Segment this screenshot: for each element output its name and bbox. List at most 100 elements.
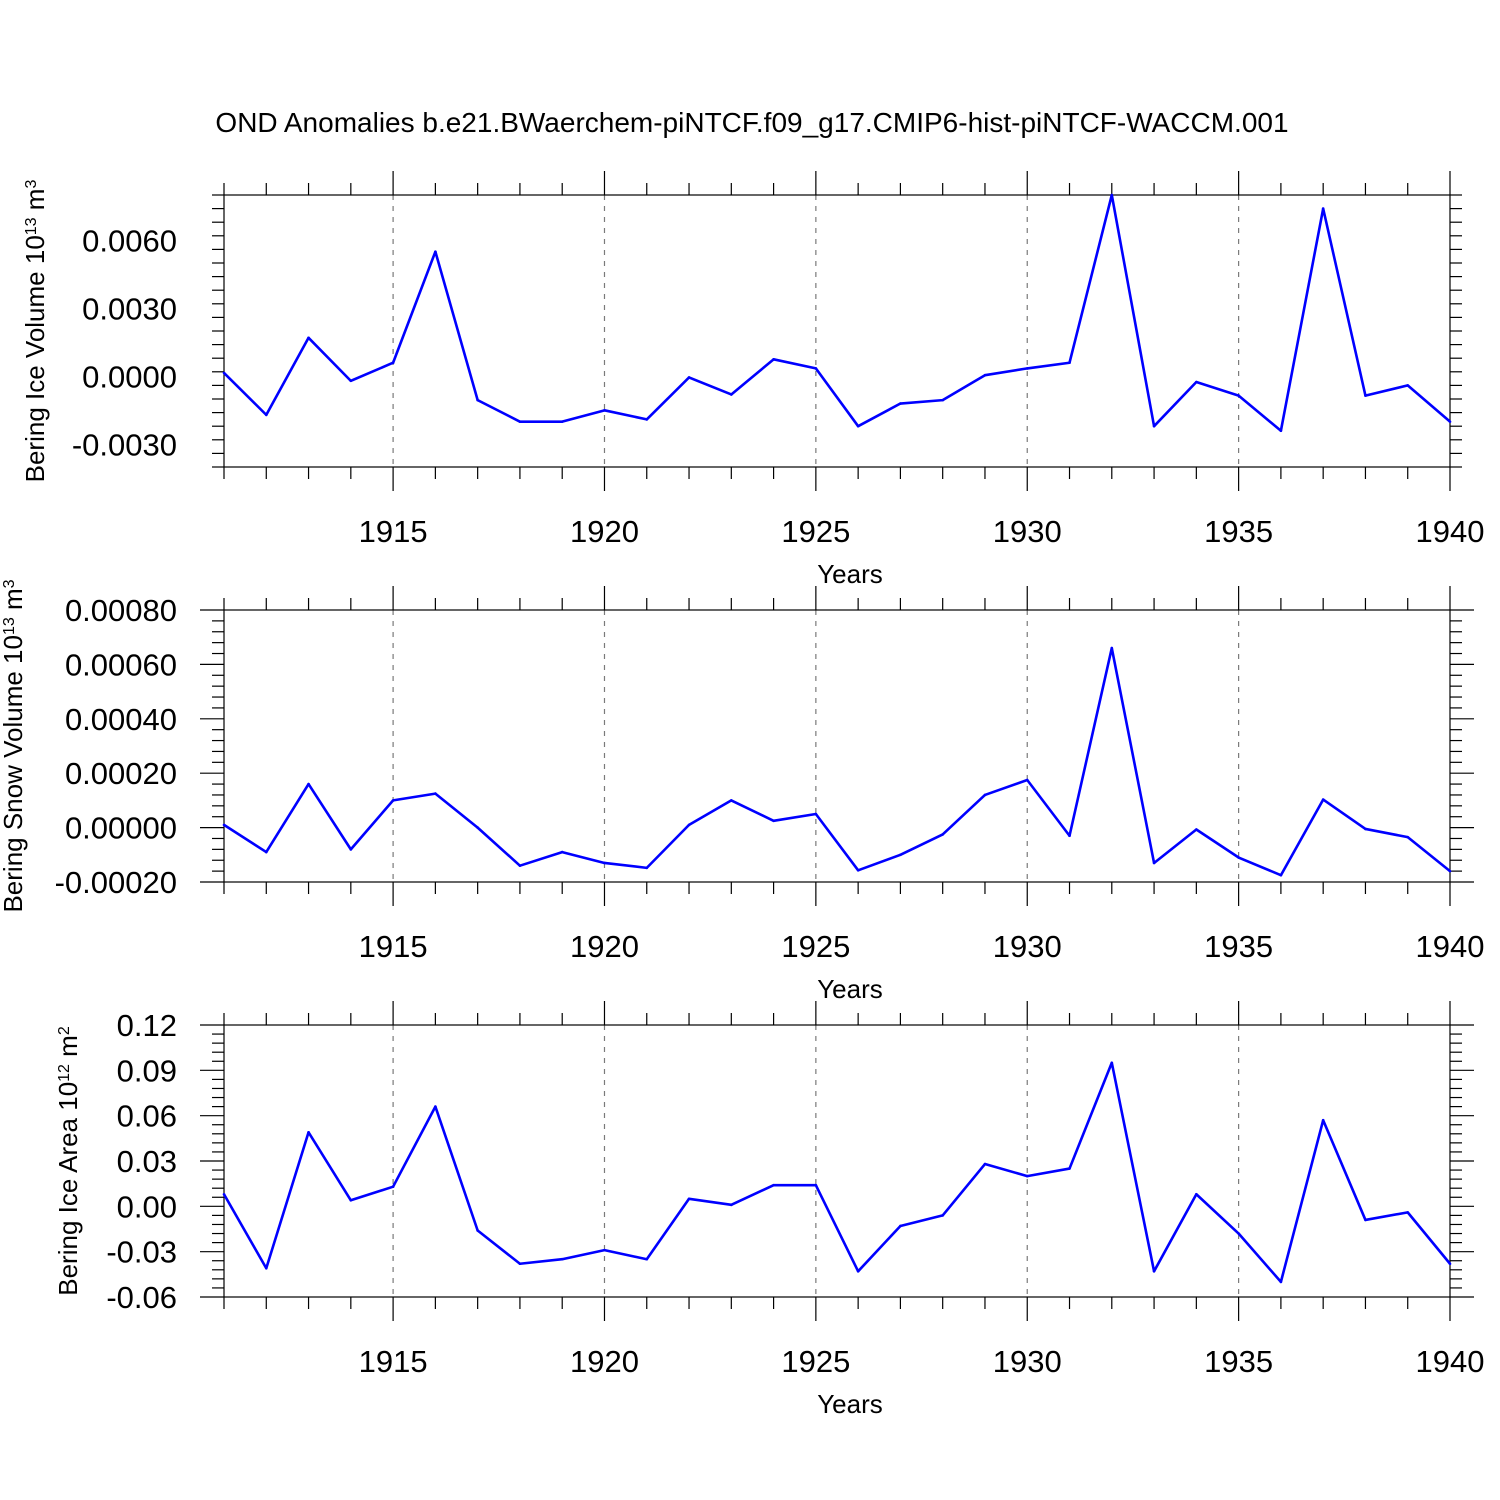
- data-point: [899, 402, 902, 405]
- data-point: [1237, 1232, 1240, 1235]
- data-point: [1279, 873, 1283, 877]
- panel-2: 0.00080 0.00060 0.00040 0.00020 0.00000 -0.00…: [0, 579, 1484, 1004]
- x-tick-label: 1915: [359, 1344, 428, 1379]
- data-point: [1025, 367, 1029, 370]
- data-point: [941, 398, 944, 402]
- x-tick-label: 1935: [1204, 1344, 1273, 1379]
- data-point: [687, 823, 691, 827]
- data-point: [1110, 193, 1114, 197]
- plot-frame: [223, 1024, 1451, 1298]
- data-point: [1364, 394, 1367, 397]
- data-point: [1321, 207, 1325, 210]
- x-tick-label: 1935: [1204, 514, 1273, 549]
- y-tick-label: -0.0030: [72, 427, 177, 462]
- series-line: [222, 1061, 1452, 1284]
- data-point: [1195, 1192, 1198, 1196]
- y-tick-label: 0.09: [117, 1053, 177, 1088]
- data-point: [814, 367, 818, 370]
- x-tick-label: 1940: [1416, 514, 1485, 549]
- data-point: [1448, 869, 1452, 873]
- x-tick-label: 1925: [781, 929, 850, 964]
- data-point: [264, 850, 268, 854]
- y-tick-label: 0.12: [117, 1008, 177, 1043]
- x-axis-label: Years: [817, 559, 883, 589]
- data-point: [645, 418, 649, 421]
- data-point: [856, 869, 860, 872]
- data-point: [941, 833, 944, 836]
- data-point: [1110, 646, 1114, 650]
- y-axis-label: Bering Ice Area 1012 m2: [53, 1026, 83, 1296]
- data-point: [1279, 429, 1283, 433]
- data-point: [983, 793, 987, 797]
- data-point: [349, 379, 353, 383]
- data-point: [645, 866, 649, 870]
- data-point: [856, 1270, 860, 1273]
- plot-frame: [223, 609, 1451, 883]
- x-tick-label: 1930: [993, 929, 1062, 964]
- data-point: [603, 861, 606, 865]
- x-tick-label: 1915: [359, 514, 428, 549]
- data-point: [645, 1257, 649, 1261]
- data-point: [814, 812, 818, 816]
- data-point: [1406, 835, 1410, 839]
- series-line: [223, 193, 1451, 433]
- y-tick-label: 0.00: [117, 1189, 177, 1224]
- x-tick-label: 1925: [781, 514, 850, 549]
- y-tick-label: -0.03: [106, 1235, 177, 1270]
- y-tick-label: -0.00020: [55, 865, 177, 900]
- x-tick-label: 1925: [781, 1344, 850, 1379]
- data-point: [434, 1105, 437, 1108]
- data-point: [1237, 856, 1240, 859]
- data-point: [1448, 420, 1452, 423]
- data-point: [560, 420, 564, 423]
- x-tick-label: 1920: [570, 514, 639, 549]
- data-point: [434, 250, 437, 253]
- y-tick-label: 0.00000: [65, 811, 177, 846]
- data-point: [1152, 424, 1156, 428]
- data-point: [899, 1224, 902, 1228]
- data-point: [391, 361, 395, 365]
- data-point: [222, 823, 226, 827]
- data-point: [1025, 778, 1029, 782]
- y-tick-label: 0.00040: [65, 702, 177, 737]
- data-point: [772, 1183, 775, 1187]
- data-point: [1321, 798, 1325, 801]
- x-tick-label: 1920: [570, 929, 639, 964]
- plot-frame: [223, 194, 1451, 468]
- data-point: [476, 826, 479, 829]
- chart-panels: 0.0060 0.0030 0.0000 -0.0030 1915 1920 1925 193…: [0, 171, 1484, 1419]
- y-tick-label: 0.0030: [82, 291, 177, 326]
- data-point: [1364, 1218, 1367, 1222]
- data-point: [222, 371, 226, 375]
- data-point: [391, 799, 395, 802]
- data-point: [730, 1203, 733, 1207]
- y-tick-label: 0.0060: [82, 223, 177, 258]
- y-tick-label: 0.00060: [65, 647, 177, 682]
- data-point: [1152, 861, 1156, 865]
- y-axis-label: Bering Snow Volume 1013 m3: [0, 579, 28, 912]
- data-point: [772, 819, 775, 823]
- data-point: [264, 413, 268, 417]
- series-line: [223, 646, 1451, 877]
- x-tick-label: 1915: [359, 929, 428, 964]
- y-tick-label: 0.00080: [65, 593, 177, 628]
- data-point: [603, 409, 606, 412]
- data-point: [983, 373, 987, 377]
- data-point: [1321, 1118, 1325, 1122]
- x-tick-label: 1930: [993, 514, 1062, 549]
- data-point: [518, 420, 522, 423]
- data-point: [1025, 1174, 1029, 1178]
- y-tick-label: 0.0000: [82, 359, 177, 394]
- y-tick-label: 0.03: [117, 1144, 177, 1179]
- data-point: [1068, 834, 1071, 838]
- data-point: [307, 336, 310, 340]
- data-point: [814, 1183, 818, 1187]
- data-point: [560, 1257, 564, 1261]
- x-axis-label: Years: [817, 974, 883, 1004]
- data-point: [772, 358, 775, 361]
- x-tick-label: 1940: [1416, 1344, 1485, 1379]
- data-point: [349, 848, 353, 851]
- data-point: [730, 393, 733, 396]
- data-point: [1110, 1061, 1114, 1065]
